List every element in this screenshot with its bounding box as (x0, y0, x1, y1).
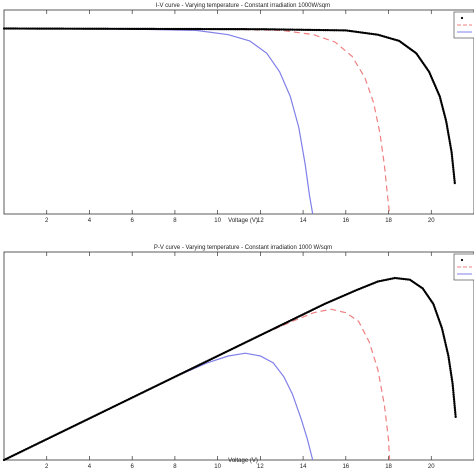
chart-1-series-1-line (3, 27, 314, 215)
chart-2-x-axis-label: Voltage (V) (228, 458, 258, 464)
chart-1-x-tick-label: 8 (173, 218, 177, 224)
chart-1-legend-swatch (460, 16, 464, 20)
chart-2-x-tick-label: 14 (300, 464, 307, 470)
chart-1-x-tick-label: 16 (342, 218, 349, 224)
chart-2-x-tick-label: 16 (342, 464, 349, 470)
chart-2-x-tick-label: 12 (257, 464, 264, 470)
chart-1-x-tick-label: 20 (428, 218, 435, 224)
chart-1-x-tick-label: 18 (385, 218, 392, 224)
chart-2-x-tick-label: 6 (131, 464, 135, 470)
chart-1-x-tick-label: 10 (214, 218, 221, 224)
chart-1-x-axis-label: Voltage (V) (228, 218, 258, 224)
chart-1-x-tick-label: 14 (300, 218, 307, 224)
chart-2-title: P-V curve - Varying temperature - Consta… (154, 245, 332, 251)
chart-2-plot-area (3, 251, 474, 461)
chart-2-series-3-line (2, 276, 457, 462)
chart-1-plot-area (3, 9, 474, 215)
chart-1-x-tick-label: 2 (45, 218, 49, 224)
chart-1-x-tick-label: 6 (131, 218, 135, 224)
chart-2-x-tick-label: 2 (45, 464, 49, 470)
chart-1-x-tick-label: 4 (88, 218, 92, 224)
chart-2-x-tick-label: 10 (214, 464, 221, 470)
chart-2-x-tick-label: 4 (88, 464, 92, 470)
chart-1-title: I-V curve - Varying temperature - Consta… (156, 3, 330, 9)
chart-1-series-2-line (3, 27, 391, 215)
chart-2-x-tick-label: 18 (385, 464, 392, 470)
chart-2-x-tick-label: 20 (428, 464, 435, 470)
chart-1-x-tick-label: 12 (257, 218, 264, 224)
chart-2-legend-swatch (460, 258, 464, 262)
chart-1-series-3-line (2, 27, 456, 185)
chart-2-x-tick-label: 8 (173, 464, 177, 470)
